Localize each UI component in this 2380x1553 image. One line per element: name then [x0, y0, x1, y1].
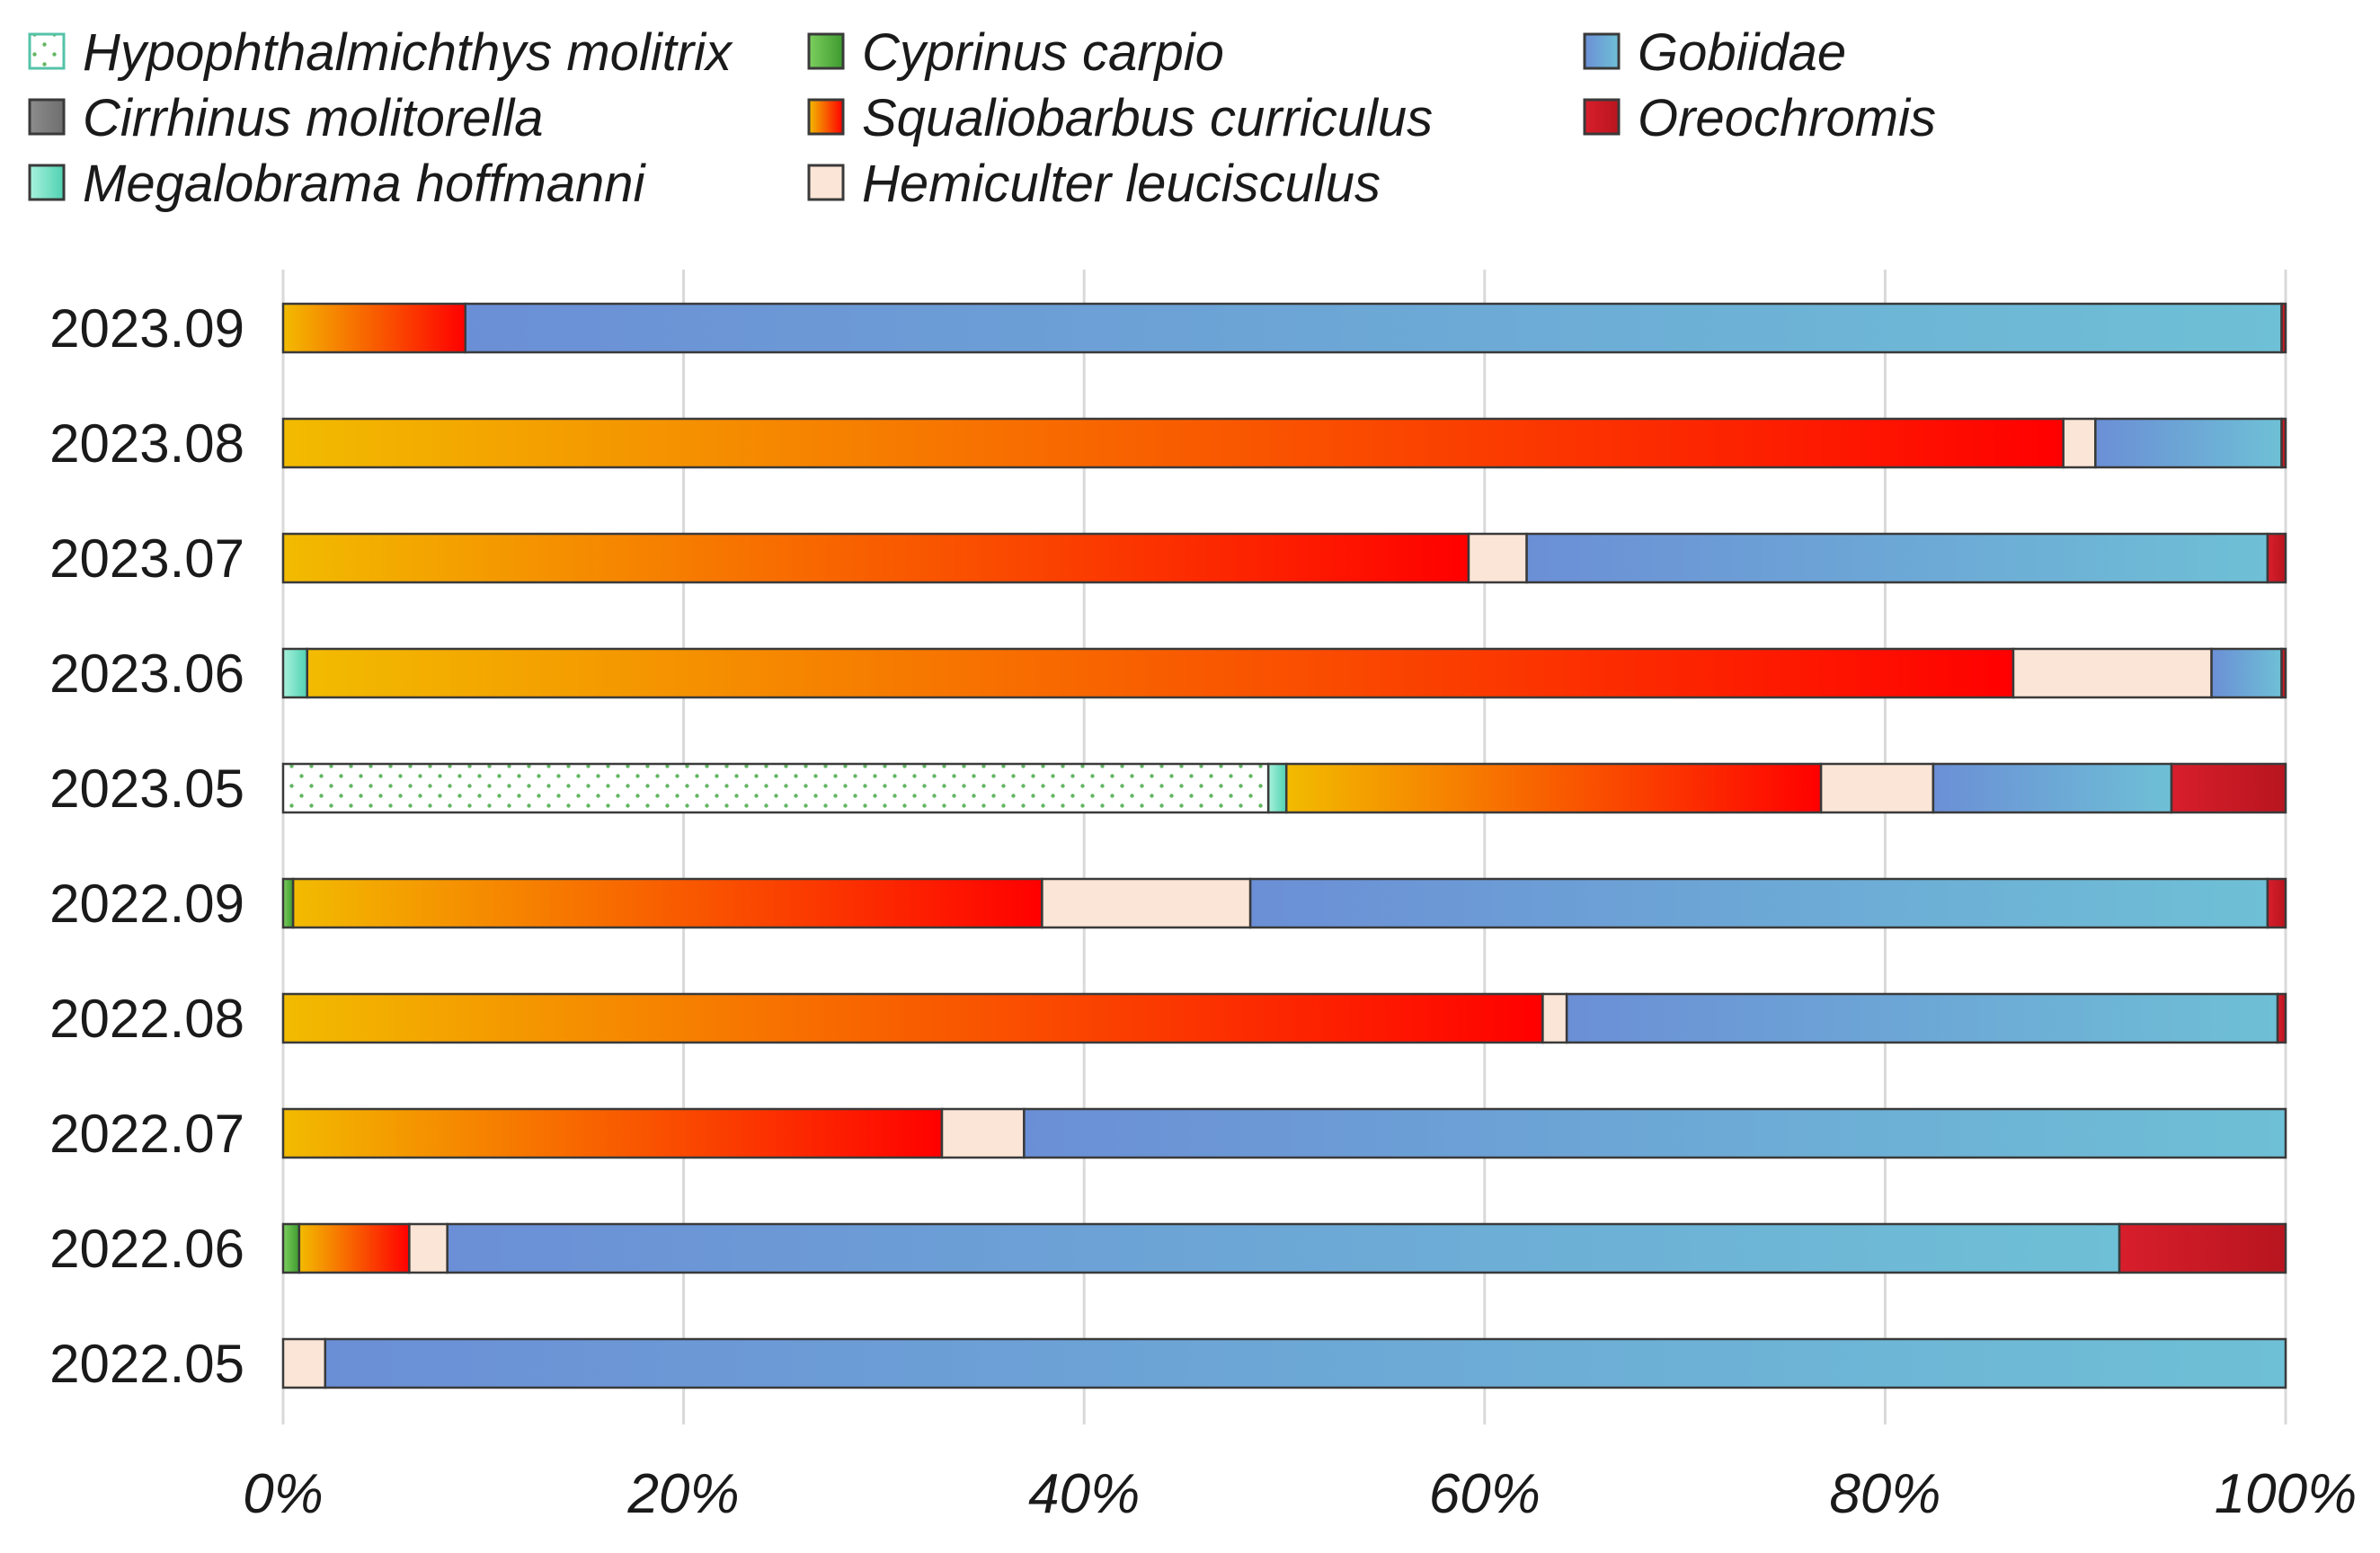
legend-swatch	[28, 98, 66, 136]
bar-row-2022.07	[281, 1107, 2287, 1159]
category-labels: 2023.09 2023.08 2023.07 2023.06 2023.05 2022.…	[49, 298, 244, 1394]
category-label: 2022.09	[49, 874, 244, 934]
legend-label: Cirrhinus molitorella	[83, 89, 543, 147]
bar-segment-squaliobarbus-curriculus	[281, 417, 2065, 469]
bar-row-2022.08	[281, 992, 2287, 1044]
legend-item-megalobrama-hoffmanni: Megalobrama hoffmanni	[28, 155, 647, 213]
bar-segment-hemiculter-leucisculus	[940, 1107, 1026, 1159]
legend-swatch	[28, 164, 66, 201]
legend-label: Cyprinus carpio	[862, 23, 1224, 82]
bar-row-2023.09	[281, 302, 2287, 354]
bar-segment-hemiculter-leucisculus	[1041, 877, 1252, 929]
legend-label: Megalobrama hoffmanni	[83, 155, 647, 213]
legend-item-hemiculter-leucisculus: Hemiculter leucisculus	[807, 155, 1381, 213]
legend-swatch	[807, 98, 845, 136]
bar-row-2023.06	[281, 647, 2287, 699]
x-tick-label: 40%	[1028, 1463, 1140, 1525]
bar-segment-squaliobarbus-curriculus	[281, 302, 466, 354]
legend-item-squaliobarbus-curriculus: Squaliobarbus curriculus	[807, 89, 1433, 147]
legend-label: Squaliobarbus curriculus	[862, 89, 1433, 147]
bar-segment-squaliobarbus-curriculus	[1284, 762, 1823, 814]
x-tick-labels: 0% 20% 40% 60% 80% 100%	[243, 1463, 2357, 1525]
legend-swatch	[28, 32, 66, 70]
bar-segment-gobiidae	[1248, 877, 2269, 929]
bar-row-2022.09	[281, 877, 2287, 929]
bar-segment-hemiculter-leucisculus	[281, 1337, 327, 1389]
x-tick-label: 20%	[627, 1463, 740, 1525]
bar-row-2023.07	[281, 532, 2287, 584]
x-tick-label: 0%	[243, 1463, 324, 1525]
bar-segment-oreochromis	[2118, 1222, 2287, 1274]
legend-label: Gobiidae	[1638, 23, 1846, 82]
x-tick-label: 60%	[1429, 1463, 1541, 1525]
bar-segment-gobiidae	[1565, 992, 2279, 1044]
bar-segment-hemiculter-leucisculus	[2011, 647, 2213, 699]
bar-segment-oreochromis	[2266, 877, 2287, 929]
bar-segment-oreochromis	[2170, 762, 2287, 814]
bar-segment-hemiculter-leucisculus	[1467, 532, 1528, 584]
legend: Hypophthalmichthys molitrix Cirrhinus mol…	[28, 23, 1936, 213]
bar-segment-oreochromis	[2280, 302, 2287, 354]
bar-segment-hemiculter-leucisculus	[1541, 992, 1568, 1044]
bar-segment-oreochromis	[2280, 647, 2287, 699]
legend-swatch	[1583, 98, 1621, 136]
legend-item-gobiidae: Gobiidae	[1583, 23, 1846, 82]
bar-segment-oreochromis	[2276, 992, 2287, 1044]
category-label: 2023.09	[49, 298, 244, 359]
bar-segment-squaliobarbus-curriculus	[298, 1222, 411, 1274]
legend-item-cirrhinus-molitorella: Cirrhinus molitorella	[28, 89, 543, 147]
bar-segment-squaliobarbus-curriculus	[281, 992, 1544, 1044]
bar-segment-gobiidae	[2210, 647, 2283, 699]
category-label: 2023.05	[49, 759, 244, 819]
bar-row-2022.06	[281, 1222, 2287, 1274]
bar-segment-hemiculter-leucisculus	[408, 1222, 448, 1274]
bar-row-2022.05	[281, 1337, 2287, 1389]
legend-swatch	[807, 164, 845, 201]
legend-item-oreochromis: Oreochromis	[1583, 89, 1936, 147]
category-label: 2022.06	[49, 1219, 244, 1279]
legend-swatch	[807, 32, 845, 70]
bar-segment-cyprinus-carpio	[281, 1222, 301, 1274]
bar-segment-gobiidae	[464, 302, 2283, 354]
bar-segment-gobiidae	[1525, 532, 2269, 584]
bar-segment-squaliobarbus-curriculus	[281, 1107, 944, 1159]
bar-segment-gobiidae	[1932, 762, 2173, 814]
bar-segment-megalobrama-hoffmanni	[281, 647, 308, 699]
legend-item-hypophthalmichthys-molitrix: Hypophthalmichthys molitrix	[28, 23, 733, 82]
bar-segment-squaliobarbus-curriculus	[281, 532, 1470, 584]
bar-row-2023.08	[281, 417, 2287, 469]
bar-segment-hypophthalmichthys-molitrix	[281, 762, 1270, 814]
bar-segment-oreochromis	[2280, 417, 2287, 469]
bar-segment-hemiculter-leucisculus	[2062, 417, 2097, 469]
bar-segment-squaliobarbus-curriculus	[306, 647, 2015, 699]
category-label: 2023.07	[49, 528, 244, 589]
legend-item-cyprinus-carpio: Cyprinus carpio	[807, 23, 1224, 82]
bar-segment-gobiidae	[324, 1337, 2287, 1389]
category-label: 2023.06	[49, 643, 244, 704]
category-label: 2023.08	[49, 413, 244, 474]
x-tick-label: 80%	[1829, 1463, 1940, 1525]
category-label: 2022.08	[49, 989, 244, 1049]
bar-row-2023.05	[281, 762, 2287, 814]
legend-swatch	[1583, 32, 1621, 70]
bars	[281, 302, 2287, 1389]
bar-segment-oreochromis	[2266, 532, 2287, 584]
bar-segment-cyprinus-carpio	[281, 877, 295, 929]
category-label: 2022.05	[49, 1334, 244, 1394]
x-tick-label: 100%	[2215, 1463, 2358, 1525]
legend-label: Oreochromis	[1638, 89, 1936, 147]
bar-segment-squaliobarbus-curriculus	[291, 877, 1043, 929]
bar-segment-gobiidae	[1023, 1107, 2287, 1159]
bar-segment-gobiidae	[446, 1222, 2121, 1274]
bar-segment-hemiculter-leucisculus	[1819, 762, 1935, 814]
legend-label: Hypophthalmichthys molitrix	[83, 23, 733, 82]
legend-label: Hemiculter leucisculus	[862, 155, 1381, 213]
category-label: 2022.07	[49, 1104, 244, 1164]
bar-segment-megalobrama-hoffmanni	[1266, 762, 1288, 814]
bar-segment-gobiidae	[2094, 417, 2283, 469]
